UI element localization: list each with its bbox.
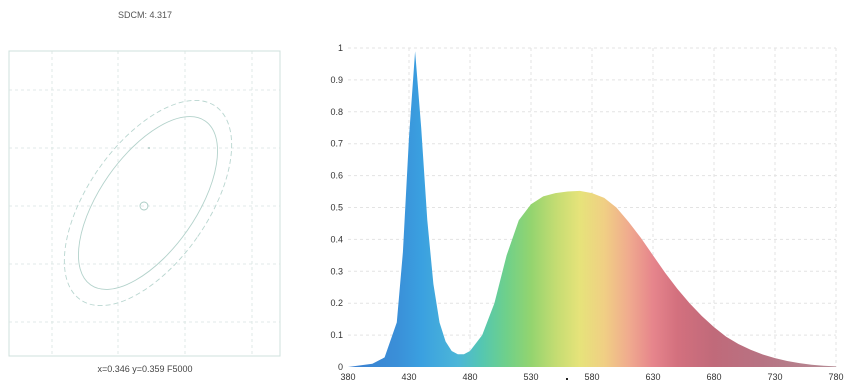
y-tick-label: 0.1 bbox=[330, 330, 343, 340]
x-tick-label: 580 bbox=[584, 372, 599, 382]
y-tick-label: 0.3 bbox=[330, 266, 343, 276]
spectral-distribution-chart: 0 0.1 0.2 0.3 0.4 0.5 0.6 0.7 0.8 0.9 1 380 430 480 5… bbox=[330, 43, 843, 382]
x-tick-label: 430 bbox=[401, 372, 416, 382]
y-tick-label: 0.2 bbox=[330, 298, 343, 308]
ellipse-plot-frame bbox=[8, 50, 281, 357]
y-tick-label: 0.9 bbox=[330, 75, 343, 85]
target-point bbox=[148, 147, 150, 149]
x-tick-label: 630 bbox=[645, 372, 660, 382]
ellipse-plot-grid bbox=[9, 51, 280, 356]
x-tick-label: 480 bbox=[462, 372, 477, 382]
y-axis-ticks: 0 0.1 0.2 0.3 0.4 0.5 0.6 0.7 0.8 0.9 1 bbox=[330, 43, 343, 372]
y-tick-label: 0.8 bbox=[330, 107, 343, 117]
y-tick-label: 0.4 bbox=[330, 234, 343, 244]
y-tick-label: 1 bbox=[338, 43, 343, 53]
y-tick-label: 0.7 bbox=[330, 139, 343, 149]
x-tick-label: 780 bbox=[828, 372, 843, 382]
y-tick-label: 0 bbox=[338, 362, 343, 372]
chromaticity-point bbox=[139, 201, 149, 211]
macadam-ellipse-plot bbox=[8, 50, 281, 357]
x-tick-label: 530 bbox=[523, 372, 538, 382]
x-tick-label: 680 bbox=[706, 372, 721, 382]
sdcm-title: SDCM: 4.317 bbox=[117, 10, 173, 20]
x-axis-ticks: 380 430 480 530 580 630 680 730 780 bbox=[340, 372, 843, 382]
y-tick-label: 0.5 bbox=[330, 203, 343, 213]
spectrum-series bbox=[348, 51, 836, 367]
y-tick-label: 0.6 bbox=[330, 171, 343, 181]
outer-ellipse bbox=[63, 99, 233, 307]
inner-ellipse bbox=[78, 116, 218, 290]
x-tick-label: 730 bbox=[767, 372, 782, 382]
x-tick-label: 380 bbox=[340, 372, 355, 382]
x-axis-marker bbox=[566, 378, 568, 380]
chromaticity-coordinates: x=0.346 y=0.359 F5000 bbox=[97, 364, 193, 374]
